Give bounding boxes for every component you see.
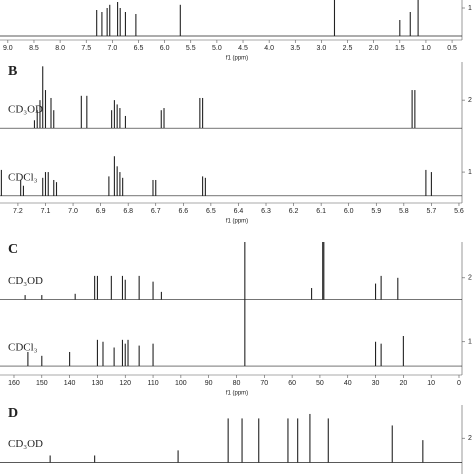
x-tick-label: 10 (427, 380, 435, 387)
y2-tick-label: 1 (468, 5, 472, 12)
y2-tick-label: 2 (468, 435, 472, 442)
x-axis-label: f1 (ppm) (226, 56, 248, 62)
x-tick-label: 5.6 (454, 208, 464, 215)
x-tick-label: 80 (233, 380, 241, 387)
panel-label: B (8, 64, 17, 79)
x-tick-label: 130 (92, 380, 104, 387)
trace-label: CD₃OD (8, 104, 43, 116)
x-tick-label: 7.5 (81, 45, 91, 52)
x-tick-label: 150 (36, 380, 48, 387)
trace-label: CDCl₃ (8, 171, 38, 183)
y2-tick-label: 1 (468, 169, 472, 176)
x-tick-label: 4.0 (264, 45, 274, 52)
x-tick-label: 3.0 (317, 45, 327, 52)
x-tick-label: 3.5 (290, 45, 300, 52)
x-tick-label: 100 (175, 380, 187, 387)
x-tick-label: 60 (288, 380, 296, 387)
x-tick-label: 6.0 (160, 45, 170, 52)
x-tick-label: 5.5 (186, 45, 196, 52)
x-tick-label: 2.0 (369, 45, 379, 52)
x-tick-label: 5.0 (212, 45, 222, 52)
trace-label: CDCl₃ (8, 342, 38, 354)
panel-label: C (8, 242, 18, 257)
x-tick-label: 7.0 (107, 45, 117, 52)
x-tick-label: 6.1 (316, 208, 326, 215)
x-tick-label: 6.3 (261, 208, 271, 215)
x-tick-label: 50 (316, 380, 324, 387)
x-tick-label: 5.9 (371, 208, 381, 215)
x-tick-label: 6.9 (96, 208, 106, 215)
x-tick-label: 1.5 (395, 45, 405, 52)
y2-tick-label: 1 (468, 339, 472, 346)
x-tick-label: 8.0 (55, 45, 65, 52)
x-tick-label: 7.0 (68, 208, 78, 215)
x-tick-label: 6.7 (151, 208, 161, 215)
x-tick-label: 4.5 (238, 45, 248, 52)
x-tick-label: 110 (147, 380, 158, 387)
x-tick-label: 6.5 (206, 208, 216, 215)
x-tick-label: 70 (260, 380, 268, 387)
trace-label: CD₃OD (8, 275, 43, 287)
y2-tick-label: 2 (468, 275, 472, 282)
x-tick-label: 7.1 (41, 208, 51, 215)
x-tick-label: 6.4 (234, 208, 244, 215)
x-tick-label: 5.8 (399, 208, 409, 215)
x-tick-label: 6.0 (344, 208, 354, 215)
x-tick-label: 2.5 (343, 45, 353, 52)
x-tick-label: 0.5 (447, 45, 457, 52)
y2-tick-label: 2 (468, 97, 472, 104)
x-axis-label: f1 (ppm) (226, 219, 248, 225)
x-tick-label: 20 (399, 380, 407, 387)
x-tick-label: 6.2 (289, 208, 299, 215)
x-tick-label: 6.5 (134, 45, 144, 52)
x-tick-label: 30 (372, 380, 380, 387)
panel-label: D (8, 406, 18, 421)
x-tick-label: 6.8 (123, 208, 133, 215)
x-tick-label: 6.6 (178, 208, 188, 215)
x-tick-label: 7.2 (13, 208, 23, 215)
x-tick-label: 5.7 (427, 208, 437, 215)
x-tick-label: 90 (205, 380, 213, 387)
x-tick-label: 8.5 (29, 45, 39, 52)
x-tick-label: 40 (344, 380, 352, 387)
x-tick-label: 1.0 (421, 45, 431, 52)
x-tick-label: 120 (119, 380, 131, 387)
x-axis-label: f1 (ppm) (226, 391, 248, 397)
x-tick-label: 9.0 (3, 45, 13, 52)
x-tick-label: 140 (64, 380, 76, 387)
x-tick-label: 0 (457, 380, 461, 387)
trace-label: CD₃OD (8, 438, 43, 450)
x-tick-label: 160 (8, 380, 20, 387)
